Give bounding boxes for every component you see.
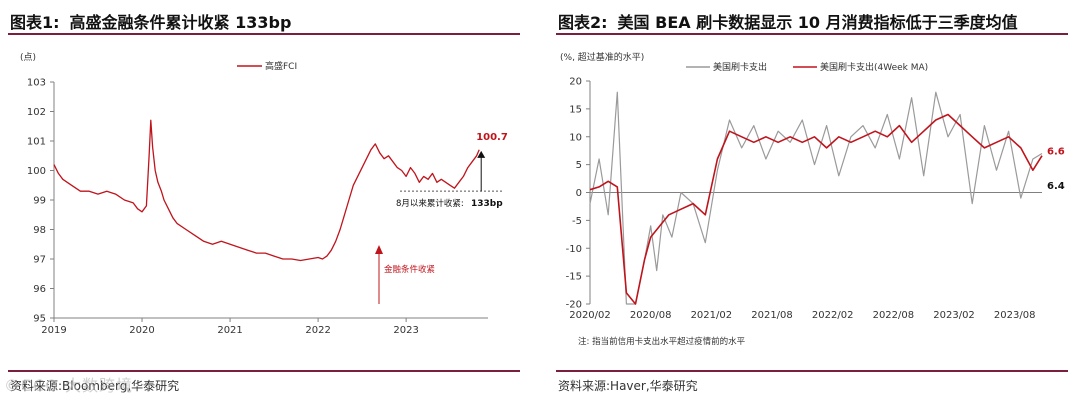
fci-y-tick-label: 97 [33,255,46,266]
card-y-tick-label: 5 [576,160,582,171]
card-legend-label-raw: 美国刷卡支出 [713,61,767,73]
card-y-tick-label: 0 [576,188,582,199]
fci-y-tick-label: 96 [33,284,46,295]
right-panel-title: 图表2: 美国 BEA 刷卡数据显示 10 月消费指标低于三季度均值 [558,9,1018,33]
fci-y-tick-label: 100 [27,166,46,177]
card-spending-chart: (%, 超过基准的水平) 美国刷卡支出 美国刷卡支出(4Week MA) -20 -15… [560,51,1065,347]
fci-tightening-text: 金融条件收紧 [384,264,435,275]
fci-baseline-value: 133bp [471,199,503,209]
left-panel: 图表1: 高盛金融条件累计收紧 133bp (点) 高盛FCI 95 96 97 98 99 1… [0,0,528,402]
card-y-tick-label: -15 [566,272,582,283]
fci-chart: (点) 高盛FCI 95 96 97 98 99 100 101 102 103 2019 2020 20… [20,52,508,336]
left-figure-label: 图表1: [10,13,60,32]
right-top-rule [556,33,1068,35]
fci-baseline-text: 8月以来累计收紧: [396,198,464,209]
watermark: ©CCO 大数跨境 [4,376,134,395]
card-series-line-ma [589,113,1043,305]
fci-x-tick-label: 2021 [217,325,242,336]
fci-y-tick-label: 98 [33,225,46,236]
right-bottom-rule [556,370,1068,372]
fci-x-tick-label: 2019 [41,325,66,336]
card-x-tick-label: 2022/02 [812,310,854,321]
fci-x-tick-label: 2020 [129,325,154,336]
fci-arrow-head [477,150,486,158]
card-x-tick-label: 2021/02 [691,310,733,321]
card-x-tick-label: 2022/08 [873,310,915,321]
card-end-raw-label: 6.4 [1047,181,1065,192]
fci-tightening-arrow-head [375,245,383,254]
right-figure-label: 图表2: [558,13,608,32]
fci-unit-label: (点) [20,52,36,63]
card-x-tick-label: 2021/08 [751,310,793,321]
card-y-tick-label: -20 [566,300,582,311]
card-x-tick-label: 2023/08 [994,310,1036,321]
fci-end-value-label: 100.7 [476,132,508,143]
card-y-tick-label: -10 [566,244,582,255]
fci-series-line [53,119,480,262]
card-unit-label: (%, 超过基准的水平) [560,51,644,63]
fci-y-tick-label: 99 [33,196,46,207]
right-source: 资料来源:Haver,华泰研究 [558,379,698,393]
card-end-ma-label: 6.6 [1047,147,1065,158]
card-x-tick-label: 2023/02 [933,310,975,321]
card-footnote: 注: 指当前信用卡支出水平超过疫情前的水平 [578,336,746,347]
card-y-tick-label: 15 [569,104,582,115]
left-title-text: 高盛金融条件累计收紧 133bp [69,13,292,32]
right-panel: 图表2: 美国 BEA 刷卡数据显示 10 月消费指标低于三季度均值 (%, 超过… [548,0,1076,402]
fci-y-tick-label: 95 [33,314,46,325]
card-series-line-raw [589,91,1043,305]
right-title-text: 美国 BEA 刷卡数据显示 10 月消费指标低于三季度均值 [617,13,1018,32]
left-source: 资料来源:Bloomberg,华泰研究 [10,379,180,393]
card-x-tick-label: 2020/08 [630,310,672,321]
card-y-tick-label: 20 [569,77,582,88]
fci-y-tick-label: 101 [27,137,46,148]
card-x-tick-label: 2020/02 [569,310,611,321]
card-y-tick-label: 10 [569,132,582,143]
fci-x-tick-label: 2023 [393,325,418,336]
card-legend-label-ma: 美国刷卡支出(4Week MA) [820,61,928,73]
fci-x-tick-label: 2022 [305,325,330,336]
left-bottom-rule [8,370,520,372]
left-top-rule [8,33,520,35]
fci-legend-label: 高盛FCI [265,60,297,72]
left-panel-title: 图表1: 高盛金融条件累计收紧 133bp [10,9,291,33]
card-y-tick-label: -5 [572,216,582,227]
fci-y-tick-label: 103 [27,78,46,89]
fci-y-tick-label: 102 [27,107,46,118]
